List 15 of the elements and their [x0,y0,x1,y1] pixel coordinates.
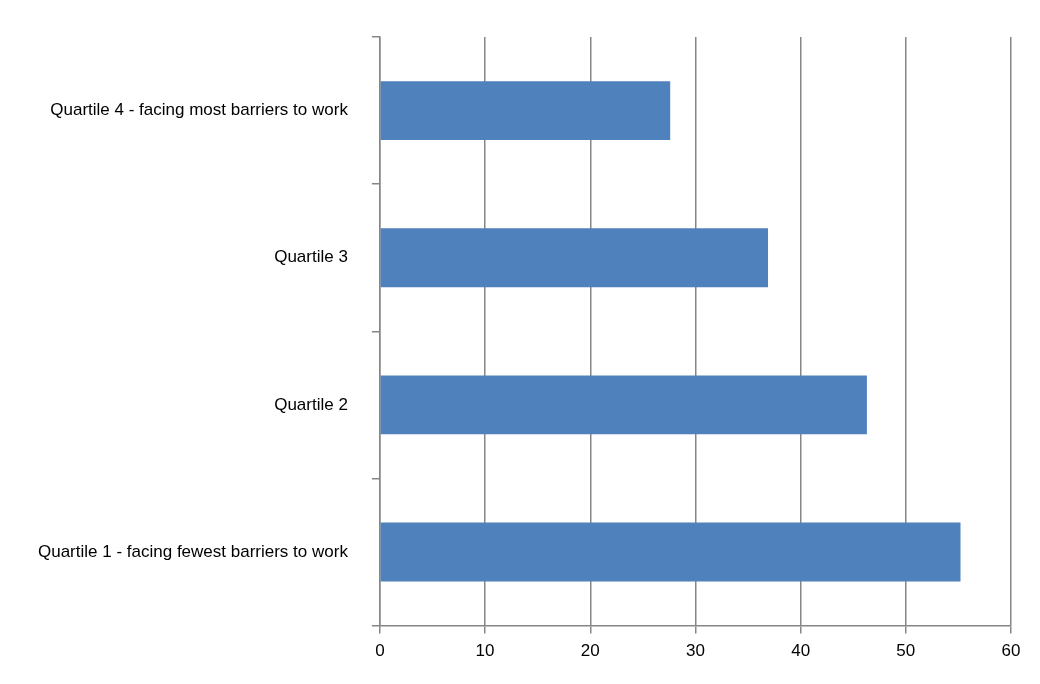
y-tick-label: Quartile 3 [274,247,348,267]
x-tick-label: 30 [685,641,705,661]
x-tick-label: 40 [791,641,811,661]
x-tick-label: 50 [896,641,916,661]
bar [380,522,961,582]
bar [380,375,867,435]
x-tick-label: 60 [1001,641,1021,661]
x-tick-label: 0 [375,641,385,661]
y-tick-label: Quartile 2 [274,394,348,414]
bar [380,81,671,141]
y-tick-label: Quartile 4 - facing most barriers to work [50,100,349,120]
x-tick-label: 20 [580,641,600,661]
bar [380,228,769,288]
x-tick-label: 10 [475,641,495,661]
y-tick-label: Quartile 1 - facing fewest barriers to work [37,541,349,561]
